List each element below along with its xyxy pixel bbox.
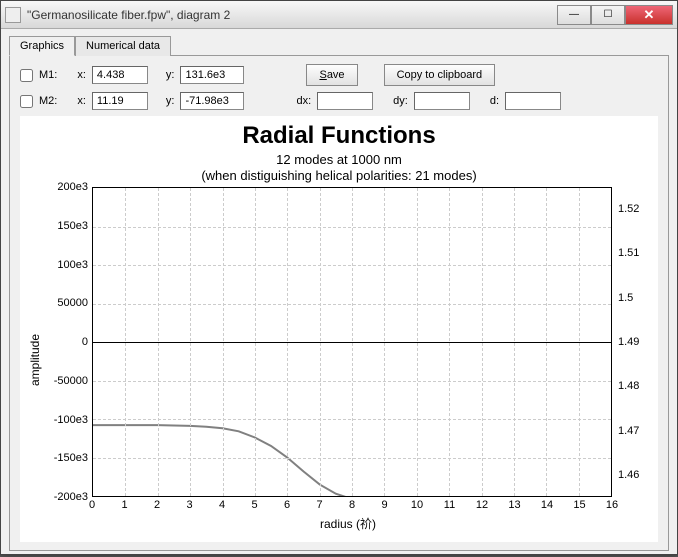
copy-button[interactable]: Copy to clipboard	[384, 64, 496, 86]
save-label-rest: ave	[327, 69, 345, 81]
y-label-2: y:	[166, 95, 175, 107]
ytick-left: 150e3	[57, 220, 88, 232]
m1-checkbox[interactable]	[20, 69, 33, 82]
maximize-icon: ☐	[604, 9, 613, 20]
plot-wrap: amplitude 200e3150e3100e3500000-50000-10…	[26, 187, 652, 532]
xtick: 0	[89, 499, 95, 511]
maximize-button[interactable]: ☐	[591, 5, 625, 25]
chart-subtitle2: (when distiguishing helical polarities: …	[26, 168, 652, 183]
xtick: 8	[349, 499, 355, 511]
close-button[interactable]: ✕	[625, 5, 673, 25]
ytick-left: -100e3	[54, 414, 88, 426]
m2-label: M2:	[39, 95, 57, 107]
marker1-row: M1: x: y: Save Copy to clipboard	[20, 64, 658, 86]
x-label-2: x:	[77, 95, 86, 107]
chart-title: Radial Functions	[26, 122, 652, 150]
xtick: 14	[541, 499, 553, 511]
window-buttons: — ☐ ✕	[557, 5, 673, 25]
dy-label: dy:	[393, 95, 408, 107]
panel: M1: x: y: Save Copy to clipboard M2: x:	[9, 55, 669, 551]
xtick: 6	[284, 499, 290, 511]
tab-numerical[interactable]: Numerical data	[75, 36, 171, 56]
xtick: 10	[411, 499, 423, 511]
titlebar: "Germanosilicate fiber.fpw", diagram 2 —…	[1, 1, 677, 29]
dx-input[interactable]	[317, 92, 373, 110]
y-ticks-right: 1.52 1.51 1.5 1.49 1.48 1.47 1.46	[612, 187, 652, 497]
y-ticks-left: 200e3150e3100e3500000-50000-100e3-150e3-…	[44, 187, 92, 497]
ytick-right: 1.46	[618, 469, 639, 481]
ytick-left: -200e3	[54, 491, 88, 503]
dy-input[interactable]	[414, 92, 470, 110]
ytick-left: -50000	[54, 375, 88, 387]
ytick-left: 50000	[57, 297, 88, 309]
window-title: "Germanosilicate fiber.fpw", diagram 2	[27, 8, 557, 22]
ytick-right: 1.49	[618, 336, 639, 348]
d-input[interactable]	[505, 92, 561, 110]
x-ticks: 012345678910111213141516	[92, 499, 612, 513]
ytick-left: 0	[82, 336, 88, 348]
x-axis-label: radius (祄)	[44, 515, 652, 532]
ytick-right: 1.52	[618, 203, 639, 215]
xtick: 16	[606, 499, 618, 511]
chart-area: Radial Functions 12 modes at 1000 nm (wh…	[20, 116, 658, 542]
x-label: x:	[77, 69, 86, 81]
dx-label: dx:	[296, 95, 311, 107]
m1-x-input[interactable]	[92, 66, 148, 84]
d-label: d:	[490, 95, 499, 107]
m1-y-input[interactable]	[180, 66, 244, 84]
ytick-right: 1.5	[618, 292, 633, 304]
ytick-left: 200e3	[57, 181, 88, 193]
minimize-button[interactable]: —	[557, 5, 591, 25]
xtick: 7	[316, 499, 322, 511]
ytick-right: 1.51	[618, 247, 639, 259]
m1-label: M1:	[39, 69, 57, 81]
tab-graphics[interactable]: Graphics	[9, 36, 75, 56]
save-button[interactable]: Save	[306, 64, 357, 86]
y-label: y:	[166, 69, 175, 81]
ytick-left: 100e3	[57, 259, 88, 271]
m2-checkbox[interactable]	[20, 95, 33, 108]
ytick-right: 1.47	[618, 425, 639, 437]
y-axis-label: amplitude	[26, 187, 44, 532]
xtick: 13	[508, 499, 520, 511]
minimize-icon: —	[569, 9, 579, 20]
xtick: 9	[381, 499, 387, 511]
m2-x-input[interactable]	[92, 92, 148, 110]
app-icon	[5, 7, 21, 23]
xtick: 12	[476, 499, 488, 511]
client-area: Graphics Numerical data M1: x: y: Save C…	[1, 29, 677, 557]
xtick: 11	[444, 499, 455, 511]
plot	[92, 187, 612, 497]
xtick: 4	[219, 499, 225, 511]
xtick: 3	[186, 499, 192, 511]
ytick-right: 1.48	[618, 380, 639, 392]
app-window: "Germanosilicate fiber.fpw", diagram 2 —…	[0, 0, 678, 555]
ytick-left: -150e3	[54, 452, 88, 464]
close-icon: ✕	[644, 7, 655, 23]
xtick: 2	[154, 499, 160, 511]
xtick: 15	[573, 499, 585, 511]
m2-y-input[interactable]	[180, 92, 244, 110]
tab-bar: Graphics Numerical data	[9, 35, 669, 55]
xtick: 1	[121, 499, 127, 511]
marker2-row: M2: x: y: dx: dy: d:	[20, 92, 658, 110]
xtick: 5	[251, 499, 257, 511]
chart-subtitle1: 12 modes at 1000 nm	[26, 152, 652, 167]
